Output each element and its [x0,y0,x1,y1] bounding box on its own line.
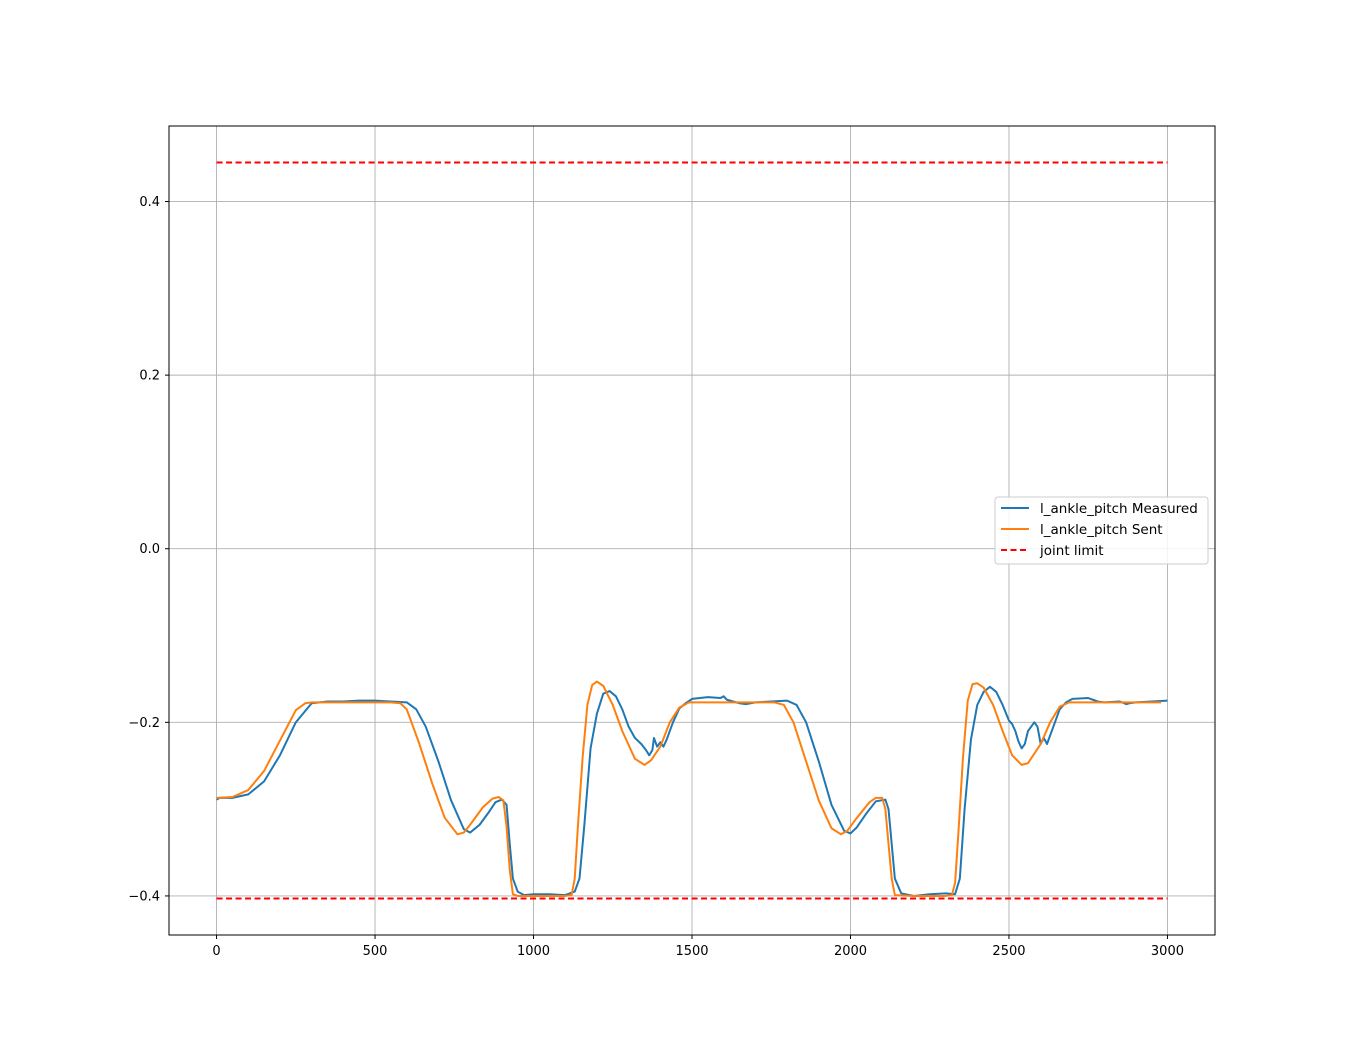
series-line [216,685,1168,897]
x-tick-label: 3000 [1151,944,1184,959]
legend-label: l_ankle_pitch Sent [1040,522,1163,538]
x-tick-label: 500 [363,944,388,959]
legend-label: l_ankle_pitch Measured [1040,501,1198,517]
legend: l_ankle_pitch Measured l_ankle_pitch Sent… [994,496,1209,565]
x-tick-label: 0 [212,944,220,959]
y-tick-label: 0.0 [139,542,160,557]
x-tick-label: 1000 [517,944,550,959]
y-tick-label: −0.4 [128,889,160,904]
legend-label: joint limit [1039,543,1104,559]
y-tick-label: 0.4 [139,195,160,210]
legend-box [994,496,1209,565]
x-tick-label: 2500 [992,944,1025,959]
x-tick-label: 2000 [834,944,867,959]
x-tick-label: 1500 [675,944,708,959]
axis-ticks: 0 500 1000 1500 2000 2500 3000 −0.4 −0.2 0.0 0.2 0.… [128,195,1184,959]
y-tick-label: 0.2 [139,369,160,384]
y-tick-label: −0.2 [128,716,160,731]
series-line [216,680,1162,897]
plot-series [216,161,1168,900]
